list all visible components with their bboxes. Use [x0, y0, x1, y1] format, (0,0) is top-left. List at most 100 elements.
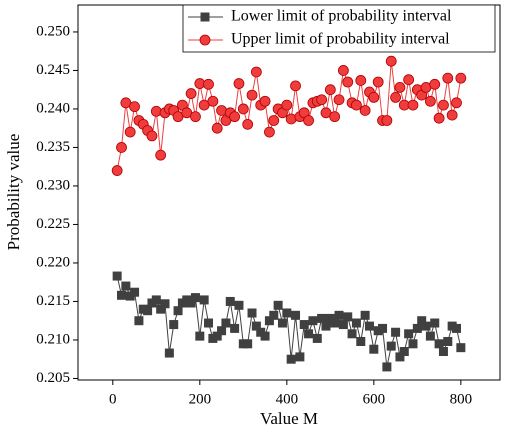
x-axis-label: Value M — [260, 409, 318, 428]
data-point — [430, 318, 440, 328]
data-point — [429, 78, 441, 90]
data-point — [251, 321, 261, 331]
data-point — [186, 298, 196, 308]
data-point — [351, 99, 362, 111]
data-point — [347, 329, 357, 339]
y-axis-label: Probability value — [4, 134, 23, 251]
data-point — [264, 126, 275, 138]
data-point — [233, 78, 245, 89]
data-point — [221, 318, 231, 328]
legend-label: Lower limit of probability interval — [231, 8, 452, 25]
data-point — [211, 122, 223, 134]
data-point — [359, 105, 371, 116]
data-point — [268, 115, 280, 126]
data-point — [112, 271, 122, 281]
legend-box — [182, 4, 496, 53]
data-point — [130, 287, 140, 297]
data-point — [156, 304, 166, 314]
data-point — [360, 310, 370, 320]
data-point — [421, 321, 431, 331]
data-point — [355, 75, 367, 86]
data-point — [150, 105, 162, 117]
data-point — [391, 327, 401, 337]
data-point — [321, 321, 331, 331]
data-point — [282, 308, 292, 318]
data-point — [234, 300, 244, 310]
data-point — [207, 95, 219, 107]
data-point — [317, 313, 327, 323]
data-point — [368, 92, 380, 103]
y-tick-label: 0.230 — [36, 177, 70, 193]
data-point — [446, 109, 458, 121]
data-point — [204, 318, 214, 328]
data-point — [412, 323, 422, 333]
data-point — [390, 92, 401, 103]
data-point — [237, 103, 249, 115]
data-point — [212, 331, 222, 341]
x-tick-label: 200 — [189, 391, 212, 407]
data-point — [225, 296, 235, 306]
data-point — [424, 95, 436, 107]
data-point — [417, 316, 427, 326]
data-point — [264, 316, 274, 326]
data-point — [117, 290, 127, 300]
data-point — [394, 81, 406, 93]
data-point — [195, 331, 205, 341]
data-point — [443, 336, 453, 346]
data-point — [247, 308, 257, 318]
data-point — [143, 306, 153, 316]
data-point — [286, 354, 296, 364]
y-tick-label: 0.225 — [36, 216, 70, 232]
data-point — [456, 343, 466, 353]
x-tick-label: 800 — [450, 391, 473, 407]
data-point — [124, 126, 136, 138]
data-point — [160, 299, 170, 309]
data-point — [337, 65, 349, 76]
data-point — [203, 78, 214, 90]
data-point — [169, 320, 179, 330]
y-tick-label: 0.245 — [36, 62, 70, 78]
legend-label: Upper limit of probability interval — [231, 31, 450, 48]
legend-marker — [200, 12, 210, 22]
data-point — [281, 99, 293, 111]
data-point — [295, 352, 305, 362]
data-point — [324, 84, 336, 96]
data-point — [381, 115, 393, 126]
data-point — [351, 318, 361, 328]
data-point — [364, 321, 374, 331]
data-point — [273, 300, 283, 310]
data-point — [134, 316, 144, 326]
data-point — [330, 318, 340, 328]
data-point — [333, 94, 345, 106]
data-point — [442, 72, 454, 84]
y-tick-label: 0.250 — [36, 23, 70, 39]
data-point — [455, 72, 467, 84]
data-point — [290, 80, 301, 92]
y-tick-label: 0.210 — [36, 331, 70, 347]
data-point — [129, 101, 140, 113]
data-point — [378, 323, 388, 333]
data-point — [173, 306, 183, 316]
x-tick-label: 400 — [276, 391, 299, 407]
data-point — [343, 312, 353, 322]
data-point — [111, 165, 123, 176]
data-point — [185, 88, 197, 99]
data-point — [438, 99, 449, 111]
data-point — [395, 352, 405, 362]
data-point — [408, 339, 418, 349]
data-point — [386, 341, 396, 351]
data-point — [372, 76, 384, 88]
data-point — [116, 142, 127, 153]
data-point — [316, 94, 328, 106]
data-point — [308, 316, 318, 326]
x-tick-label: 600 — [363, 391, 386, 407]
data-point — [269, 310, 279, 320]
data-point — [438, 347, 448, 357]
data-point — [338, 320, 348, 330]
data-point — [151, 295, 161, 305]
data-point — [356, 336, 366, 346]
data-point — [230, 323, 240, 333]
data-point — [425, 331, 435, 341]
data-point — [403, 74, 415, 86]
